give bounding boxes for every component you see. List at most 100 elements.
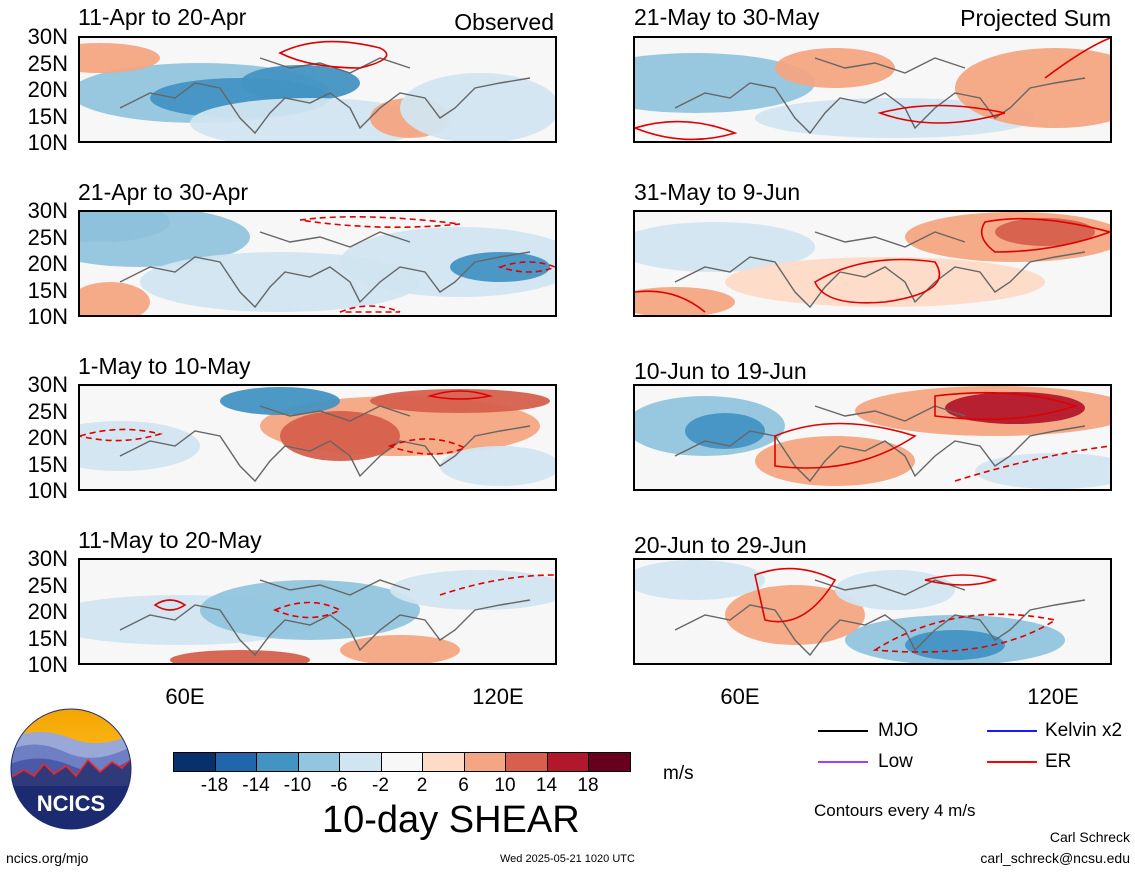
panel-title-right-3: 10-Jun to 19-Jun: [634, 358, 807, 384]
panel-title-right-4: 20-Jun to 29-Jun: [634, 532, 807, 558]
colorbar-tick-label: -6: [330, 775, 348, 796]
shear-region: [340, 635, 460, 663]
colorbar-swatch: [463, 752, 506, 772]
coastline: [674, 77, 1086, 135]
ytick: 30N: [27, 372, 68, 397]
ytick: 30N: [27, 546, 68, 571]
author: Carl Schreck: [1049, 829, 1130, 845]
colorbar-swatch: [505, 752, 548, 772]
panel-title-left-3: 1-May to 10-May: [78, 353, 251, 379]
panel-title-left-4: 11-May to 20-May: [78, 527, 262, 553]
ncics-logo-icon: NCICS: [10, 708, 132, 830]
ytick: 30N: [27, 24, 68, 49]
er-contour: [299, 216, 461, 228]
ytick: 15N: [27, 452, 68, 477]
ytick: 20N: [27, 77, 68, 102]
colorbar-tick-label: 6: [458, 775, 469, 796]
er-contour: [439, 574, 555, 596]
legend-line-er: [987, 761, 1037, 763]
shear-region: [905, 630, 1005, 660]
shear-region: [440, 446, 555, 486]
legend-label-low: Low: [878, 751, 913, 772]
shear-region: [755, 436, 915, 486]
colorbar-swatch: [546, 752, 589, 772]
ytick: 20N: [27, 251, 68, 276]
colorbar-swatch: [297, 752, 340, 772]
shear-region: [80, 212, 250, 267]
logo-text: NCICS: [37, 791, 105, 816]
coastline: [674, 425, 1086, 483]
coastline: [814, 231, 966, 248]
colorbar-swatch: [214, 752, 257, 772]
shear-region: [725, 257, 1045, 307]
coastline: [259, 405, 411, 422]
xtick-right-60e: 60E: [720, 684, 760, 709]
colorbar-swatch: [256, 752, 299, 772]
shear-region: [280, 411, 400, 461]
coastline: [814, 57, 966, 74]
colorbar-swatch: [380, 752, 423, 772]
map-panel-left-3-field: [80, 386, 555, 489]
map-panel-right-3: [633, 384, 1112, 491]
colorbar-tick-label: -10: [283, 775, 312, 796]
legend-label-kelvin: Kelvin x2: [1045, 720, 1123, 741]
shear-region: [170, 650, 310, 663]
colorbar-tick-label: -2: [372, 775, 389, 796]
site-link[interactable]: ncics.org/mjo: [6, 850, 89, 866]
coastline: [119, 251, 531, 309]
coastline: [119, 599, 531, 657]
colorbar-swatch: [173, 752, 216, 772]
coastline: [119, 77, 531, 135]
map-panel-right-2: [633, 210, 1112, 317]
shear-region: [635, 222, 815, 272]
ytick: 25N: [27, 399, 68, 424]
er-contour: [774, 422, 917, 469]
shear-region: [635, 53, 815, 113]
panel-title-right-1: 21-May to 30-May: [634, 4, 820, 30]
er-contour: [754, 567, 837, 623]
shear-region: [190, 98, 430, 141]
map-panel-left-1-field: [80, 38, 555, 141]
er-contour: [635, 120, 738, 141]
map-panel-right-4: [633, 558, 1112, 665]
map-panel-left-2: [78, 210, 557, 317]
er-contour: [278, 40, 388, 69]
coastline: [674, 599, 1086, 657]
panel-title-right-2: 31-May to 9-Jun: [634, 179, 801, 205]
shear-region: [80, 43, 160, 73]
er-contour: [954, 445, 1110, 482]
er-contour: [814, 258, 941, 304]
colorbar-tick-label: 18: [577, 775, 599, 796]
map-panel-right-2-field: [635, 212, 1110, 315]
ytick: 15N: [27, 626, 68, 651]
shear-region: [635, 560, 765, 600]
coastline: [259, 579, 411, 596]
shear-region: [685, 413, 765, 449]
colorbar-tick-label: 10: [494, 775, 516, 796]
er-contour: [980, 217, 1110, 253]
ncics-logo: NCICS: [10, 708, 132, 830]
er-contour: [339, 305, 401, 313]
legend-line-kelvin: [987, 730, 1037, 732]
er-contour: [1044, 38, 1110, 79]
shear-region: [370, 389, 550, 413]
map-panel-left-2-field: [80, 212, 555, 315]
legend-line-mjo: [818, 730, 868, 732]
legend-label-mjo: MJO: [878, 720, 919, 741]
chart-title: 10-day SHEAR: [322, 799, 580, 841]
shear-region: [200, 580, 420, 640]
colorbar-swatch: [422, 752, 465, 772]
shear-region: [995, 218, 1095, 246]
ytick: 20N: [27, 425, 68, 450]
colorbar-tick-label: 2: [416, 775, 428, 796]
map-panel-right-3-field: [635, 386, 1110, 489]
map-panel-right-1: [633, 36, 1112, 143]
legend-label-er: ER: [1045, 751, 1072, 772]
er-contour: [153, 599, 187, 611]
er-contour: [924, 574, 998, 586]
xtick-right-120e: 120E: [1027, 684, 1079, 709]
xtick-left-120e: 120E: [472, 684, 524, 709]
er-contour: [426, 390, 494, 400]
email-link[interactable]: carl_schreck@ncsu.edu: [980, 850, 1130, 866]
colorbar-tick-label: -14: [242, 775, 270, 796]
